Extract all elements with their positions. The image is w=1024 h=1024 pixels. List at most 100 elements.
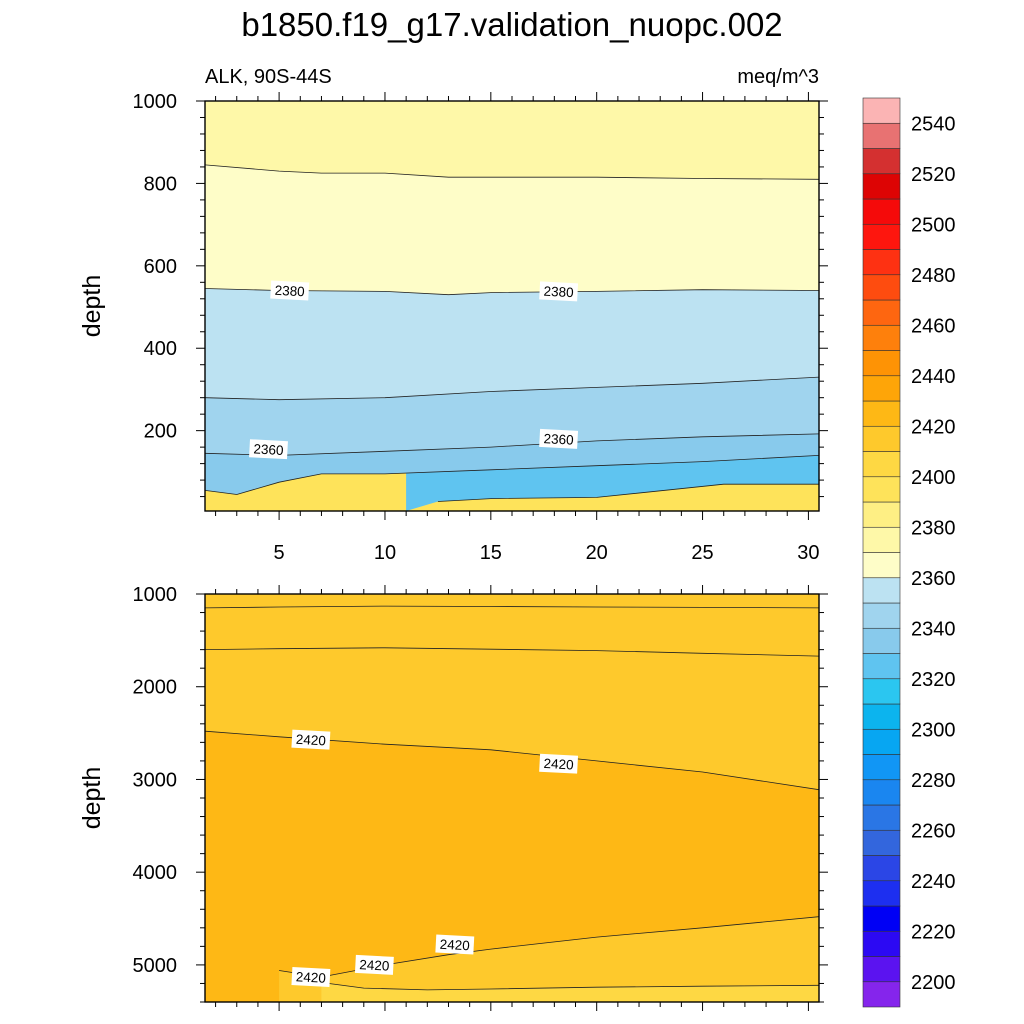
- colorbar-box-2220: [862, 930, 901, 957]
- y-tick-label: 400: [144, 338, 177, 360]
- y-tick-label: 2000: [133, 677, 178, 699]
- colorbar-box-2330: [862, 653, 901, 680]
- colorbar-tick-label: 2220: [911, 921, 956, 943]
- colorbar-tick-label: 2200: [911, 972, 956, 994]
- panel-plot-area: 2360 2360 2380 2380: [205, 101, 819, 511]
- colorbar-box-2210: [862, 956, 901, 983]
- x-tick-label: 15: [480, 542, 502, 564]
- colorbar-box-2490: [862, 249, 901, 276]
- colorbar-box-2370: [862, 552, 901, 579]
- contour-label: 2380: [539, 281, 579, 302]
- contour-label-text: 2420: [295, 732, 326, 749]
- colorbar-box-2250: [862, 855, 901, 882]
- contour-fill-2390: [205, 101, 819, 180]
- colorbar-box-2540: [862, 122, 901, 149]
- contour-label-text: 2360: [253, 441, 284, 458]
- contour-label-text: 2420: [543, 756, 574, 773]
- contour-label-text: 2420: [359, 957, 390, 974]
- contour-line-2350: [205, 455, 819, 495]
- panel-plot-area: 2420 2420 2420 2420 2420: [205, 594, 819, 1002]
- contour-label: 2360: [539, 428, 579, 449]
- colorbar-box-2340: [862, 627, 901, 654]
- contour-label-text: 2420: [439, 937, 470, 954]
- colorbar-box-2400: [862, 476, 901, 503]
- colorbar-tick-label: 2340: [911, 618, 956, 640]
- contour-label-box: [291, 729, 331, 750]
- contour-fill-2420: [279, 916, 819, 1002]
- contour-label: 2420: [291, 729, 331, 750]
- colorbar-tick-label: 2400: [911, 467, 956, 489]
- contour-fill-2415: [321, 982, 819, 1002]
- chart-title: b1850.f19_g17.validation_nuopc.002: [241, 6, 782, 43]
- colorbar-box-2350: [862, 602, 901, 629]
- y-tick-label: 4000: [133, 862, 178, 884]
- contour-line-2410: [205, 647, 819, 657]
- colorbar-tick-label: 2540: [911, 113, 956, 135]
- colorbar-tick-label: 2240: [911, 871, 956, 893]
- colorbar-box-2360: [862, 577, 901, 604]
- variable-region-label: ALK, 90S-44S: [205, 66, 332, 88]
- contour-label-box: [539, 281, 579, 302]
- colorbar-tick-label: 2440: [911, 366, 956, 388]
- colorbar-tick-label: 2420: [911, 416, 956, 438]
- contour-label-text: 2380: [274, 283, 305, 300]
- panel-upper: 2360 2360 2380 2380 5 10 15 20 25 30 200 400 600 800 1…: [78, 91, 828, 564]
- contour-label-text: 2360: [543, 431, 574, 448]
- contour-label-box: [539, 753, 579, 774]
- colorbar-tick-label: 2380: [911, 517, 956, 539]
- colorbar-box-2440: [862, 375, 901, 402]
- y-tick-label: 600: [144, 256, 177, 278]
- colorbar-tick-label: 2500: [911, 214, 956, 236]
- colorbar-box-2550: [862, 97, 901, 124]
- colorbar-box-2200: [862, 981, 901, 1008]
- contour-line-2370: [205, 376, 819, 401]
- colorbar-tick-label: 2260: [911, 820, 956, 842]
- x-tick-label: 20: [586, 542, 608, 564]
- colorbar-tick-label: 2300: [911, 719, 956, 741]
- x-tick-label: 30: [797, 542, 819, 564]
- contour-label: 2420: [539, 753, 579, 774]
- y-axis-label: depth: [78, 767, 106, 830]
- colorbar-box-2300: [862, 728, 901, 755]
- contour-label-text: 2380: [543, 284, 574, 301]
- contour-line-2420: [205, 730, 819, 791]
- contour-line-2345: [437, 483, 819, 502]
- y-tick-label: 800: [144, 173, 177, 195]
- contour-label-box: [539, 428, 579, 449]
- colorbar-box-2240: [862, 880, 901, 907]
- colorbar-tick-label: 2480: [911, 265, 956, 287]
- colorbar-tick-label: 2520: [911, 164, 956, 186]
- contour-panels: 2360 2360 2380 2380 5 10 15 20 25 30 200 400 600 800 1…: [78, 91, 828, 1011]
- colorbar-box-2530: [862, 148, 901, 175]
- y-tick-label: 1000: [133, 584, 178, 606]
- colorbar-box-2230: [862, 905, 901, 932]
- y-axis-label: depth: [78, 275, 106, 338]
- contour-label-text: 2420: [295, 969, 326, 986]
- colorbar-box-2420: [862, 425, 901, 452]
- colorbar-box-2390: [862, 501, 901, 528]
- colorbar-tick-label: 2280: [911, 770, 956, 792]
- x-tick-label: 10: [374, 542, 396, 564]
- colorbar-box-2320: [862, 678, 901, 705]
- contour-label: 2420: [354, 954, 394, 975]
- contour-label-box: [249, 439, 288, 460]
- colorbar-tick-label: 2360: [911, 568, 956, 590]
- contour-line-2400: [205, 605, 819, 609]
- contour-label-box: [270, 280, 310, 301]
- y-tick-label: 200: [144, 421, 177, 443]
- colorbar-box-2510: [862, 198, 901, 225]
- colorbar-box-2290: [862, 754, 901, 781]
- colorbar-box-2460: [862, 324, 901, 351]
- contour-label-box: [291, 967, 331, 987]
- colorbar-tick-label: 2460: [911, 315, 956, 337]
- colorbar-box-2410: [862, 451, 901, 478]
- y-tick-label: 1000: [133, 91, 178, 113]
- colorbar: 2200 2220 2240 2260 2280 2300 2320 2340 2360 2380…: [862, 97, 956, 1008]
- contour-label-box: [354, 954, 394, 975]
- contour-label-box: [435, 934, 475, 955]
- colorbar-box-2480: [862, 274, 901, 301]
- colorbar-box-2430: [862, 400, 901, 427]
- colorbar-box-2470: [862, 299, 901, 326]
- colorbar-box-2270: [862, 804, 901, 831]
